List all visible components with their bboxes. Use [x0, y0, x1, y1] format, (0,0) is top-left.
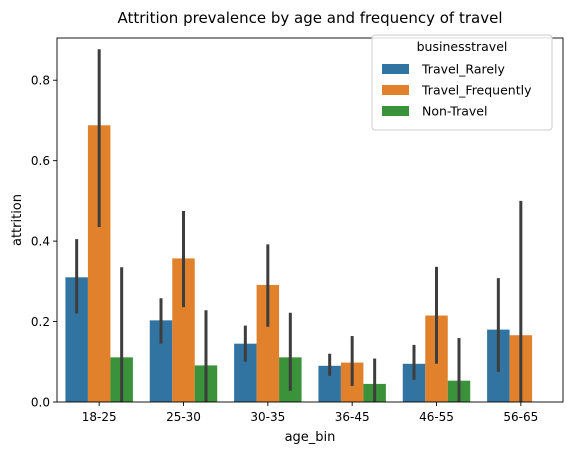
- legend-box: [371, 34, 553, 131]
- legend-entry-travel-frequently: Travel_Frequently: [421, 83, 532, 98]
- x-axis: 18-25 25-30 30-35 36-45 46-55 56-65: [82, 402, 538, 424]
- bar-travel-frequently-25-30: [172, 258, 195, 402]
- bar-travel-rarely-36-45: [318, 365, 341, 402]
- legend-swatch-travel-rarely: [382, 64, 409, 74]
- x-tick-label: 25-30: [166, 410, 201, 424]
- legend-title: businesstravel: [417, 39, 508, 54]
- bars-group: [65, 125, 533, 402]
- legend-entry-non-travel: Non-Travel: [422, 104, 487, 119]
- plot-area-frame: [56, 37, 564, 403]
- bar-travel-rarely-25-30: [149, 320, 173, 402]
- y-axis: 0.0 0.2 0.4 0.6 0.8: [31, 74, 57, 409]
- bar-travel-rarely-30-35: [234, 343, 257, 402]
- legend-entry-travel-rarely: Travel_Rarely: [421, 62, 506, 77]
- legend-swatch-travel-frequently: [382, 85, 409, 95]
- legend: businesstravel Travel_Rarely Travel_Frequ…: [371, 34, 553, 131]
- x-tick-label: 30-35: [250, 410, 285, 424]
- y-tick-label: 0.8: [31, 74, 50, 88]
- y-tick-label: 0.0: [31, 395, 50, 409]
- bar-travel-frequently-18-25: [87, 125, 111, 402]
- x-tick-label: 36-45: [335, 410, 370, 424]
- x-axis-label: age_bin: [285, 430, 336, 445]
- y-tick-label: 0.4: [31, 234, 50, 248]
- x-tick-label: 56-65: [503, 410, 538, 424]
- y-axis-label: attrition: [10, 194, 25, 246]
- legend-swatch-non-travel: [382, 106, 409, 116]
- bar-travel-rarely-46-55: [402, 363, 426, 402]
- x-tick-label: 18-25: [82, 410, 117, 424]
- y-tick-label: 0.6: [31, 154, 50, 168]
- bar-travel-frequently-30-35: [256, 284, 280, 402]
- y-tick-label: 0.2: [31, 315, 50, 329]
- error-bars-group: [75, 49, 523, 402]
- x-tick-label: 46-55: [419, 410, 454, 424]
- bar-travel-rarely-18-25: [65, 277, 88, 402]
- chart-title: Attrition prevalence by age and frequenc…: [117, 9, 502, 27]
